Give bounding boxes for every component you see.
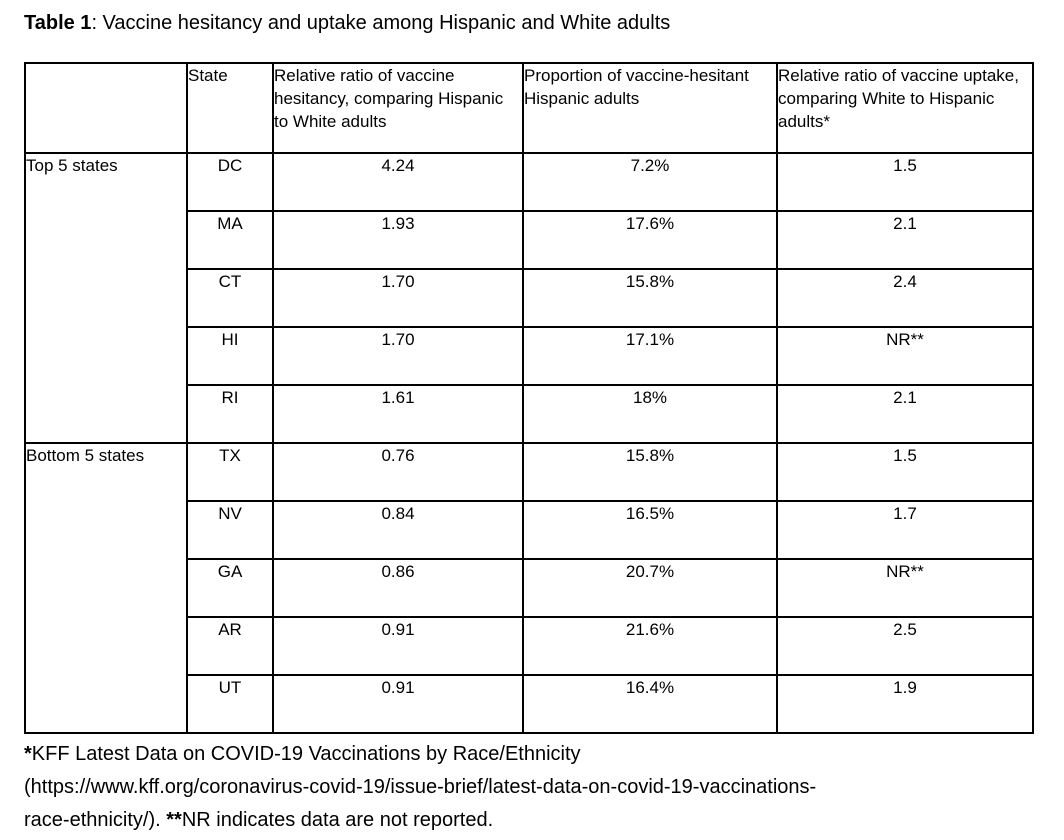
uptake-value: 2.4 — [776, 268, 1034, 328]
proportion-value: 15.8% — [522, 268, 778, 328]
table-row: CT 1.70 15.8% 2.4 — [25, 268, 1034, 328]
state-cell: RI — [186, 384, 274, 444]
footnote-source-text: KFF Latest Data on COVID-19 Vaccinations… — [31, 743, 581, 765]
footnote-line-2: (https://www.kff.org/coronavirus-covid-1… — [24, 771, 816, 804]
table-row: MA 1.93 17.6% 2.1 — [25, 210, 1034, 270]
table-row: AR 0.91 21.6% 2.5 — [25, 616, 1034, 676]
proportion-value: 7.2% — [522, 152, 778, 212]
uptake-value: 2.5 — [776, 616, 1034, 676]
hesitancy-value: 0.76 — [272, 442, 524, 502]
hesitancy-value: 1.70 — [272, 268, 524, 328]
hesitancy-value: 1.61 — [272, 384, 524, 444]
state-cell: NV — [186, 500, 274, 560]
proportion-value: 21.6% — [522, 616, 778, 676]
uptake-value: NR** — [776, 326, 1034, 386]
footnote-url-end-text: race-ethnicity/). — [24, 809, 167, 831]
group-cell-top5: Top 5 states — [24, 152, 188, 444]
table-header-row: State Relative ratio of vaccine hesitanc… — [24, 62, 1034, 154]
hesitancy-value: 0.84 — [272, 500, 524, 560]
hesitancy-value: 0.91 — [272, 616, 524, 676]
group-cell-bottom5: Bottom 5 states — [24, 442, 188, 734]
hesitancy-value: 4.24 — [272, 152, 524, 212]
uptake-value: 2.1 — [776, 384, 1034, 444]
table-row: UT 0.91 16.4% 1.9 — [25, 674, 1034, 734]
table-row: NV 0.84 16.5% 1.7 — [25, 500, 1034, 560]
header-hesitancy-ratio: Relative ratio of vaccine hesitancy, com… — [272, 62, 524, 154]
uptake-value: NR** — [776, 558, 1034, 618]
footnote-double-asterisk: ** — [166, 809, 182, 831]
footnote-url-text: (https://www.kff.org/coronavirus-covid-1… — [24, 776, 817, 798]
hesitancy-value: 1.70 — [272, 326, 524, 386]
table-row: Top 5 states DC 4.24 7.2% 1.5 — [24, 152, 1034, 444]
proportion-value: 16.4% — [522, 674, 778, 734]
proportion-value: 20.7% — [522, 558, 778, 618]
proportion-value: 18% — [522, 384, 778, 444]
table-row: Bottom 5 states TX 0.76 15.8% 1.5 — [24, 442, 1034, 734]
footnote-line-3: race-ethnicity/). **NR indicates data ar… — [24, 804, 816, 837]
uptake-value: 1.9 — [776, 674, 1034, 734]
proportion-value: 16.5% — [522, 500, 778, 560]
state-cell: MA — [186, 210, 274, 270]
header-state: State — [186, 62, 274, 154]
state-cell: AR — [186, 616, 274, 676]
state-cell: UT — [186, 674, 274, 734]
header-uptake-ratio: Relative ratio of vaccine uptake, compar… — [776, 62, 1034, 154]
table-footnote: *KFF Latest Data on COVID-19 Vaccination… — [24, 738, 816, 837]
footnote-line-1: *KFF Latest Data on COVID-19 Vaccination… — [24, 738, 816, 771]
page-title: Table 1: Vaccine hesitancy and uptake am… — [24, 10, 670, 36]
state-cell: GA — [186, 558, 274, 618]
table-row: HI 1.70 17.1% NR** — [25, 326, 1034, 386]
state-cell: CT — [186, 268, 274, 328]
footnote-nr-text: NR indicates data are not reported. — [181, 809, 494, 831]
proportion-value: 17.1% — [522, 326, 778, 386]
state-cell: DC — [186, 152, 274, 212]
table-row: RI 1.61 18% 2.1 — [25, 384, 1034, 444]
table-title-text: : Vaccine hesitancy and uptake among His… — [91, 12, 671, 34]
header-empty-cell — [24, 62, 188, 154]
hesitancy-value: 0.91 — [272, 674, 524, 734]
data-table: State Relative ratio of vaccine hesitanc… — [24, 62, 1034, 734]
header-hesitant-proportion: Proportion of vaccine-hesitant Hispanic … — [522, 62, 778, 154]
uptake-value: 1.7 — [776, 500, 1034, 560]
proportion-value: 17.6% — [522, 210, 778, 270]
table-number-label: Table 1 — [24, 12, 92, 34]
state-cell: TX — [186, 442, 274, 502]
uptake-value: 2.1 — [776, 210, 1034, 270]
uptake-value: 1.5 — [776, 152, 1034, 212]
hesitancy-value: 0.86 — [272, 558, 524, 618]
table-row: GA 0.86 20.7% NR** — [25, 558, 1034, 618]
footnote-asterisk: * — [24, 743, 32, 765]
proportion-value: 15.8% — [522, 442, 778, 502]
state-cell: HI — [186, 326, 274, 386]
uptake-value: 1.5 — [776, 442, 1034, 502]
hesitancy-value: 1.93 — [272, 210, 524, 270]
